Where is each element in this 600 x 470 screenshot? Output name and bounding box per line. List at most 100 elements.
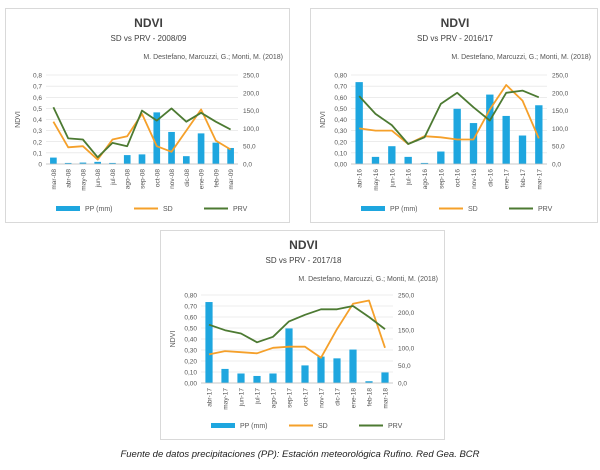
y2-tick-label: 0,0 <box>243 162 252 169</box>
x-tick-label: may-08 <box>80 169 87 191</box>
y-tick-label: 0,00 <box>184 381 197 388</box>
chart-svg: NDVI SD vs PRV - 2017/18 M. Destefano, Mar… <box>170 238 438 430</box>
bar <box>197 133 205 164</box>
x-tick-label: sep-17 <box>287 388 294 408</box>
bar <box>221 368 229 383</box>
bar <box>168 131 175 164</box>
bar <box>453 108 461 164</box>
y-axis-label: NDVI <box>15 111 22 128</box>
y2-tick-label: 50,0 <box>552 144 565 151</box>
y-tick-label: 0,30 <box>184 348 197 355</box>
x-tick-label: ago-16 <box>422 169 429 190</box>
x-tick-label: jun-17 <box>239 388 246 407</box>
legend-label: PRV <box>538 206 553 213</box>
y2-tick-label: 100,0 <box>243 126 260 133</box>
y-tick-label: 0,4 <box>33 117 42 124</box>
line-series-sd <box>52 108 232 161</box>
x-tick-label: mar-09 <box>228 169 235 190</box>
y2-tick-label: 0,0 <box>552 162 561 169</box>
chart-title: NDVI <box>289 238 318 252</box>
chart-panel-2017-18: NDVI SD vs PRV - 2017/18 M. Destefano, Mar… <box>160 230 445 440</box>
y-tick-label: 0,10 <box>334 150 347 157</box>
x-tick-label: nov-08 <box>169 169 176 189</box>
bar <box>79 162 87 164</box>
gridlines <box>351 74 547 165</box>
x-tick-label: oct-08 <box>154 169 161 187</box>
source-caption: Fuente de datos precipitaciones (PP): Es… <box>120 449 480 460</box>
gridlines <box>201 294 393 384</box>
x-tick-label: abr-16 <box>357 169 364 188</box>
x-tick-label: may-17 <box>223 388 230 410</box>
x-tick-label: jul-17 <box>255 388 262 405</box>
bar <box>317 356 325 383</box>
bar <box>365 381 373 383</box>
bar-series <box>205 302 389 383</box>
x-tick-label: oct-16 <box>455 169 462 187</box>
y-tick-label: 0,10 <box>184 370 197 377</box>
x-tick-label: ago-08 <box>125 169 132 190</box>
bar <box>535 105 543 164</box>
y2-tick-label: 150,0 <box>398 328 415 335</box>
legend-label: PP (mm) <box>85 206 112 213</box>
x-tick-label: may-16 <box>373 169 380 191</box>
legend-label: PRV <box>388 423 403 430</box>
bar <box>301 365 309 383</box>
x-tick-label: nov-17 <box>319 388 326 408</box>
y2-tick-label: 150,0 <box>552 108 569 115</box>
chart-subtitle: SD vs PRV - 2008/09 <box>111 34 187 43</box>
y-tick-label: 0,7 <box>33 84 42 91</box>
legend-swatch <box>56 206 80 211</box>
y2-tick-label: 100,0 <box>552 126 569 133</box>
x-tick-label: sep-08 <box>140 169 147 189</box>
y2-tick-label: 250,0 <box>243 73 260 80</box>
chart-svg: NDVI SD vs PRV - 2008/09 M. Destefano, Mar… <box>15 16 283 213</box>
legend-label: SD <box>468 206 478 213</box>
line-series-prv <box>208 305 386 344</box>
y2-tick-label: 200,0 <box>243 90 260 97</box>
y-tick-label: 0,80 <box>334 73 347 80</box>
bar <box>50 157 57 164</box>
x-tick-label: jun-08 <box>95 169 102 188</box>
bar <box>333 358 341 383</box>
y2-tick-label: 50,0 <box>243 144 256 151</box>
x-tick-label: abr-08 <box>66 169 73 188</box>
legend-label: PP (mm) <box>390 206 417 213</box>
bar <box>253 375 261 383</box>
x-tick-label: mar-17 <box>536 169 543 190</box>
line-series-sd <box>208 299 386 359</box>
y-axis-label: NDVI <box>320 111 327 128</box>
y-tick-label: 0,8 <box>33 73 42 80</box>
line-series-prv <box>358 89 540 145</box>
y2-tick-label: 150,0 <box>243 108 260 115</box>
bar <box>237 373 245 383</box>
x-tick-label: mar-08 <box>51 169 58 190</box>
x-tick-label: sep-16 <box>438 169 445 189</box>
bar <box>123 155 131 164</box>
gridlines <box>46 74 238 165</box>
x-tick-label: abr-17 <box>207 388 214 407</box>
chart-credit: M. Destefano, Marcuzzi, G.; Monti, M. (2… <box>451 54 591 61</box>
legend-label: PP (mm) <box>240 423 267 430</box>
bar <box>138 154 146 164</box>
x-tick-label: dic-08 <box>184 169 191 187</box>
x-tick-label: dic-16 <box>487 169 494 187</box>
legend: PP (mm) SD PRV <box>211 423 403 430</box>
legend-swatch <box>361 206 385 211</box>
chart-svg: NDVI SD vs PRV - 2016/17 M. Destefano, Mar… <box>320 16 591 213</box>
y-tick-label: 0,30 <box>334 128 347 135</box>
y2-tick-label: 250,0 <box>552 73 569 80</box>
chart-title: NDVI <box>134 16 163 30</box>
y2-tick-label: 0,0 <box>398 381 407 388</box>
bar <box>205 302 213 383</box>
x-tick-label: dic-17 <box>335 388 342 406</box>
bar <box>355 82 363 164</box>
y-tick-label: 0,70 <box>184 304 197 311</box>
bar-series <box>355 82 543 164</box>
bar <box>153 112 161 164</box>
y2-tick-label: 200,0 <box>398 310 415 317</box>
x-tick-label: ene-09 <box>199 169 206 190</box>
chart-title: NDVI <box>441 16 470 30</box>
x-tick-label: ene-17 <box>504 169 511 190</box>
y-tick-label: 0,60 <box>184 315 197 322</box>
y2-tick-label: 50,0 <box>398 363 411 370</box>
